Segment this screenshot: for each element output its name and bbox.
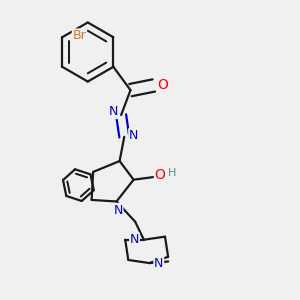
Text: N: N bbox=[154, 256, 164, 270]
Text: H: H bbox=[168, 169, 176, 178]
Text: Br: Br bbox=[72, 29, 86, 42]
Text: N: N bbox=[130, 233, 139, 246]
Text: N: N bbox=[129, 129, 138, 142]
Text: O: O bbox=[158, 79, 169, 92]
Text: O: O bbox=[154, 168, 166, 182]
Text: N: N bbox=[109, 105, 118, 119]
Text: N: N bbox=[113, 204, 123, 217]
